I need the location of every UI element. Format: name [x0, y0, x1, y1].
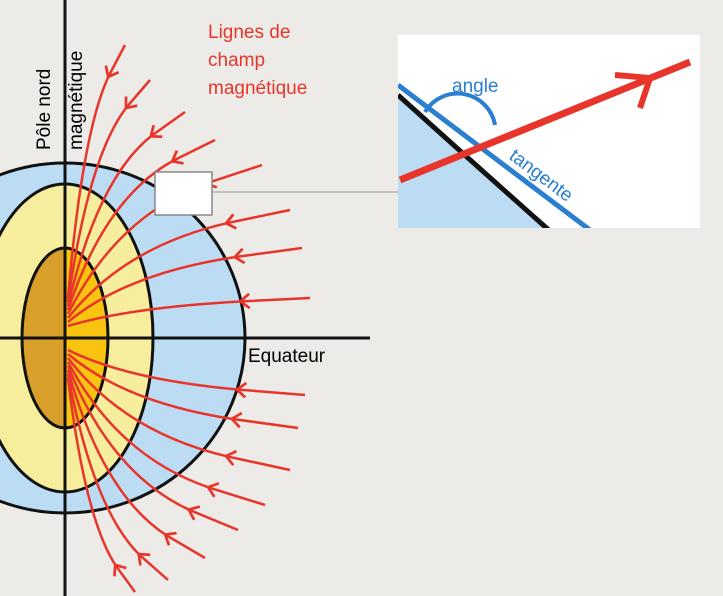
- pole-label: Pôle nord: [34, 69, 55, 150]
- magnetic-label: magnétique: [66, 51, 87, 150]
- inset: angle tangente: [398, 35, 700, 240]
- zoom-box: [155, 172, 212, 215]
- field-label: Lignes de: [208, 22, 290, 43]
- equator-label: Equateur: [248, 346, 326, 367]
- field-label: magnétique: [208, 78, 307, 99]
- field-label: champ: [208, 50, 265, 71]
- angle-label: angle: [452, 76, 499, 97]
- diagram: Equateur Pôle nord magnétique Lignes de …: [0, 0, 723, 596]
